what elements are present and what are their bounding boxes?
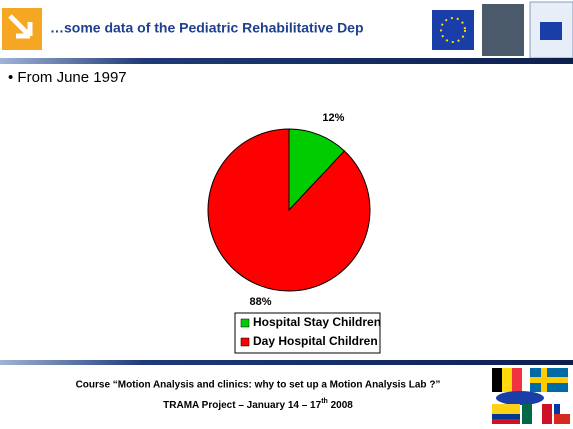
data-label: 88% xyxy=(250,296,272,308)
slide: …some data of the Pediatric Rehabilitati… xyxy=(0,0,573,429)
legend-swatch xyxy=(241,338,249,346)
footer-text: TRAMA Project – January 14 – 17 xyxy=(163,400,321,411)
footer-bar xyxy=(0,360,573,365)
footer-line1: Course “Motion Analysis and clinics: why… xyxy=(76,380,441,391)
eu-logo xyxy=(432,10,474,50)
alfa-flag xyxy=(540,22,562,40)
legend-label: Day Hospital Children xyxy=(253,334,378,348)
footer-text-end: 2008 xyxy=(328,400,353,411)
bullet-text: • From June 1997 xyxy=(8,69,127,86)
data-label: 12% xyxy=(322,112,344,124)
header-bar xyxy=(0,58,573,64)
header-title: …some data of the Pediatric Rehabilitati… xyxy=(50,20,364,36)
pie-slice xyxy=(208,129,370,291)
legend-label: Hospital Stay Children xyxy=(253,315,381,329)
legend-swatch xyxy=(241,319,249,327)
book-logo xyxy=(482,4,524,56)
